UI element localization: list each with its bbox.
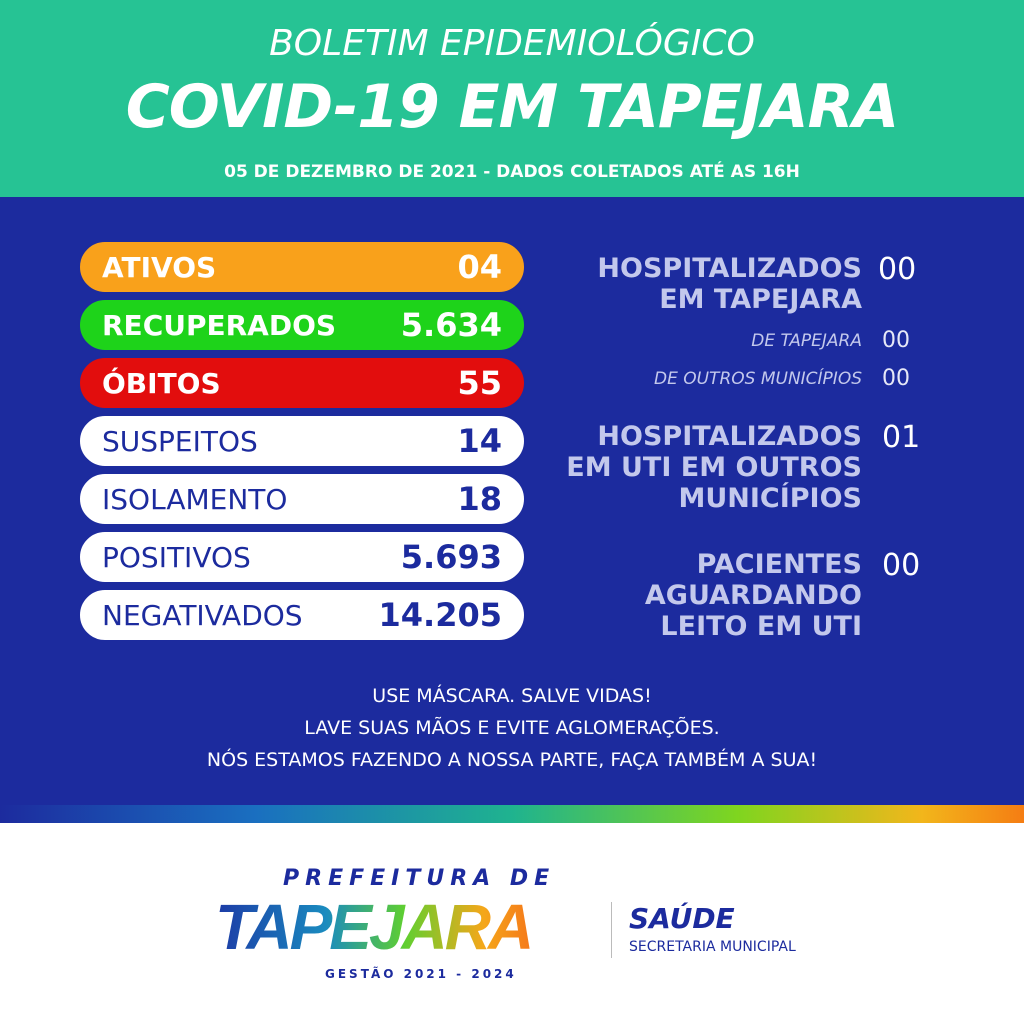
stat-value: 5.693 — [400, 538, 502, 576]
label-line: PACIENTES — [696, 549, 862, 580]
footer-line: USE MÁSCARA. SALVE VIDAS! — [372, 685, 652, 707]
footer-line: LAVE SUAS MÃOS E EVITE AGLOMERAÇÕES. — [304, 717, 720, 739]
footer-message: USE MÁSCARA. SALVE VIDAS! LAVE SUAS MÃOS… — [0, 680, 1024, 776]
stat-value: 14 — [457, 422, 502, 460]
outros-municipios-value: 00 — [882, 366, 910, 391]
stat-value: 18 — [457, 480, 502, 518]
label-line: AGUARDANDO — [644, 580, 862, 611]
footer-line: NÓS ESTAMOS FAZENDO A NOSSA PARTE, FAÇA … — [206, 749, 818, 771]
hospitalizados-uti-value: 01 — [882, 420, 921, 455]
gradient-divider — [0, 805, 1024, 823]
stat-suspeitos: SUSPEITOS 14 — [78, 414, 526, 468]
hospitalizados-tapejara-label: HOSPITALIZADOS EM TAPEJARA — [597, 253, 862, 315]
stat-obitos: ÓBITOS 55 — [78, 356, 526, 410]
hospitalizados-tapejara-value: 00 — [878, 252, 917, 287]
label-line: MUNICÍPIOS — [678, 483, 862, 514]
logo-city: TAPEJARA — [215, 891, 534, 963]
stat-negativados: NEGATIVADOS 14.205 — [78, 588, 526, 642]
stat-label: ISOLAMENTO — [102, 482, 288, 516]
logo-secretaria: SECRETARIA MUNICIPAL — [629, 939, 796, 955]
aguardando-leito-label: PACIENTES AGUARDANDO LEITO EM UTI — [645, 549, 862, 642]
logo-saude: SAÚDE — [629, 902, 735, 935]
label-line: EM TAPEJARA — [659, 284, 862, 315]
de-tapejara-value: 00 — [882, 328, 910, 353]
date-line: 05 DE DEZEMBRO DE 2021 - DADOS COLETADOS… — [224, 162, 800, 182]
stat-isolamento: ISOLAMENTO 18 — [78, 472, 526, 526]
stat-positivos: POSITIVOS 5.693 — [78, 530, 526, 584]
aguardando-leito-value: 00 — [882, 548, 921, 583]
page-title: COVID-19 EM TAPEJARA — [125, 72, 900, 142]
stat-label: SUSPEITOS — [102, 424, 258, 458]
stat-label: ATIVOS — [102, 250, 217, 284]
prefeitura-logo: PREFEITURA DE TAPEJARA GESTÃO 2021 - 202… — [215, 862, 815, 987]
label-line: EM UTI EM OUTROS — [566, 452, 862, 483]
stat-value: 14.205 — [378, 596, 502, 634]
stat-value: 04 — [457, 248, 502, 286]
stat-value: 5.634 — [400, 306, 502, 344]
logo-prefeitura: PREFEITURA DE — [283, 866, 556, 891]
logo-divider — [611, 902, 612, 958]
stat-label: RECUPERADOS — [102, 308, 337, 342]
header: BOLETIM EPIDEMIOLÓGICO COVID-19 EM TAPEJ… — [0, 0, 1024, 197]
stat-label: POSITIVOS — [102, 540, 251, 574]
de-tapejara-label: DE TAPEJARA — [751, 331, 862, 351]
hospitalizados-uti-label: HOSPITALIZADOS EM UTI EM OUTROS MUNICÍPIOS — [566, 421, 862, 514]
bulletin-subtitle: BOLETIM EPIDEMIOLÓGICO — [269, 23, 755, 64]
label-line: HOSPITALIZADOS — [597, 253, 862, 284]
outros-municipios-label: DE OUTROS MUNICÍPIOS — [654, 369, 862, 389]
stat-label: NEGATIVADOS — [102, 598, 303, 632]
stat-ativos: ATIVOS 04 — [78, 240, 526, 294]
stat-value: 55 — [457, 364, 502, 402]
label-line: HOSPITALIZADOS — [597, 421, 862, 452]
logo-gestao: GESTÃO 2021 - 2024 — [325, 967, 517, 981]
stat-label: ÓBITOS — [102, 366, 221, 400]
label-line: LEITO EM UTI — [660, 611, 862, 642]
stat-recuperados: RECUPERADOS 5.634 — [78, 298, 526, 352]
